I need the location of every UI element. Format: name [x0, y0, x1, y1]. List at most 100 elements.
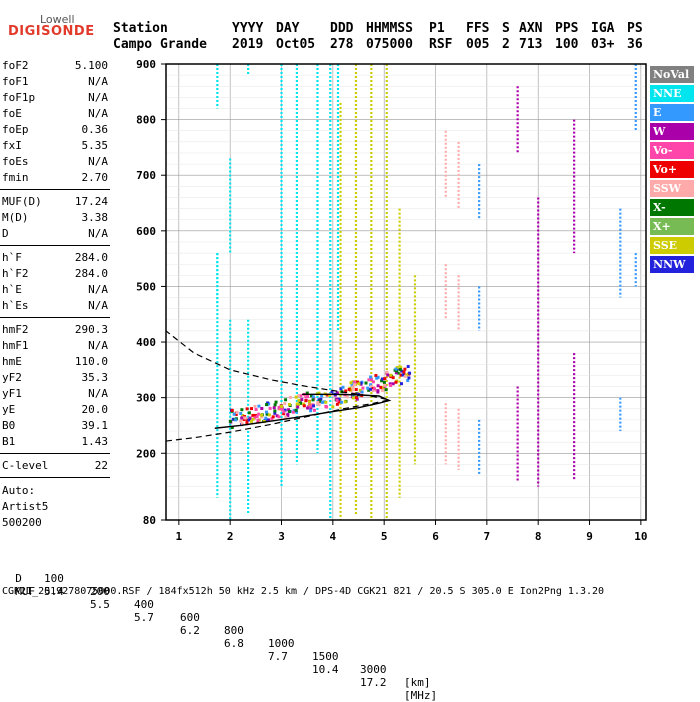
echo-point: [244, 416, 248, 420]
echo-point: [399, 373, 403, 377]
echo-point: [308, 400, 312, 404]
header-s-label: S: [502, 21, 510, 36]
echo-point: [248, 416, 252, 420]
echo-point: [337, 397, 341, 401]
echo-point: [349, 381, 353, 385]
echo-point: [304, 399, 308, 403]
echo-point: [380, 388, 384, 392]
legend-item-x-plus: X+: [650, 218, 694, 235]
param-name: foE: [2, 107, 22, 120]
echo-point: [230, 408, 234, 412]
echo-point: [353, 383, 357, 387]
echo-point: [271, 415, 275, 419]
param-row: foF2 5.100: [2, 58, 108, 74]
legend-item-vo-minus: Vo-: [650, 142, 694, 159]
header-ps-label: PS: [627, 21, 643, 36]
param-value: N/A: [88, 91, 108, 104]
param-name: h`Es: [2, 299, 29, 312]
echo-point: [367, 388, 371, 392]
echo-point: [272, 406, 276, 410]
divider: [0, 189, 110, 190]
echo-point: [240, 422, 244, 426]
header-year-value: 2019: [232, 37, 264, 52]
x-tick-label: 1: [176, 530, 183, 543]
param-value: N/A: [88, 299, 108, 312]
echo-point: [299, 394, 303, 398]
echo-point: [399, 365, 403, 369]
echo-point: [256, 420, 260, 424]
echo-point: [245, 407, 249, 411]
echo-point: [277, 415, 281, 419]
echo-point: [307, 404, 311, 408]
echo-point: [406, 365, 410, 369]
header-time-value: 075000: [366, 37, 413, 52]
echo-point: [294, 395, 298, 399]
plot-frame: [165, 63, 647, 521]
echo-point: [394, 367, 398, 371]
param-name: foF1p: [2, 91, 36, 104]
divider: [0, 477, 110, 478]
echo-traces: [216, 64, 637, 520]
echo-point: [296, 403, 300, 407]
echo-point: [386, 373, 390, 377]
echo-point: [287, 408, 291, 412]
echo-point: [341, 385, 345, 389]
y-tick-label: 800: [136, 114, 156, 127]
param-value: 284.0: [74, 251, 108, 264]
x-tick-label: 3: [278, 530, 285, 543]
legend-item-w: W: [650, 123, 694, 140]
header-station-label: Station: [113, 21, 168, 36]
echo-point: [235, 411, 239, 415]
header-p1-label: P1: [429, 21, 445, 36]
distance-value: 100: [44, 572, 64, 585]
echo-point: [369, 375, 373, 379]
muf-value: 17.2: [360, 676, 387, 689]
echo-point: [320, 400, 324, 404]
echo-point: [371, 389, 375, 393]
param-row: yF2 35.3: [2, 370, 108, 386]
param-name: foEs: [2, 155, 29, 168]
echo-point: [369, 377, 373, 381]
echo-point: [230, 425, 234, 429]
muf-value: 5.4: [44, 585, 64, 598]
echo-point: [282, 410, 286, 414]
echo-point: [270, 417, 274, 421]
echo-point: [260, 413, 264, 417]
echo-point: [305, 391, 309, 395]
param-value: 2.70: [81, 171, 109, 184]
echo-point: [302, 404, 306, 408]
param-name: fxI: [2, 139, 22, 152]
distance-value: 1000: [268, 637, 295, 650]
echo-point: [352, 380, 356, 384]
header-station-value: Campo Grande: [113, 37, 207, 52]
echo-point: [253, 404, 257, 408]
y-tick-label: 600: [136, 225, 156, 238]
echo-point: [335, 399, 339, 403]
lowell-logo-text: Lowell: [40, 13, 75, 26]
file-info-line: CGK21_2019278075000.RSF / 184fx512h 50 k…: [2, 586, 605, 597]
param-name: M(D): [2, 211, 29, 224]
echo-point: [254, 407, 258, 411]
echo-point: [273, 411, 277, 415]
y-tick-label: 400: [136, 336, 156, 349]
echo-point: [275, 414, 279, 418]
echo-point: [245, 418, 249, 422]
echo-point: [292, 409, 296, 413]
legend-item-vo-plus: Vo+: [650, 161, 694, 178]
echo-point: [287, 410, 291, 414]
echo-point: [343, 400, 347, 404]
echo-point: [311, 398, 315, 402]
muf-unit: [MHz]: [404, 689, 438, 702]
echo-point: [266, 401, 270, 405]
echo-point: [376, 389, 380, 393]
echo-point: [265, 410, 269, 414]
echo-point: [287, 403, 291, 407]
echo-point: [268, 406, 272, 410]
param-row: fxI 5.35: [2, 138, 108, 154]
y-tick-label: 200: [136, 447, 156, 460]
echo-point: [330, 390, 334, 394]
legend-item-e: E: [650, 104, 694, 121]
echo-point: [265, 412, 269, 416]
echo-point: [383, 377, 387, 381]
x-tick-label: 6: [432, 530, 439, 543]
